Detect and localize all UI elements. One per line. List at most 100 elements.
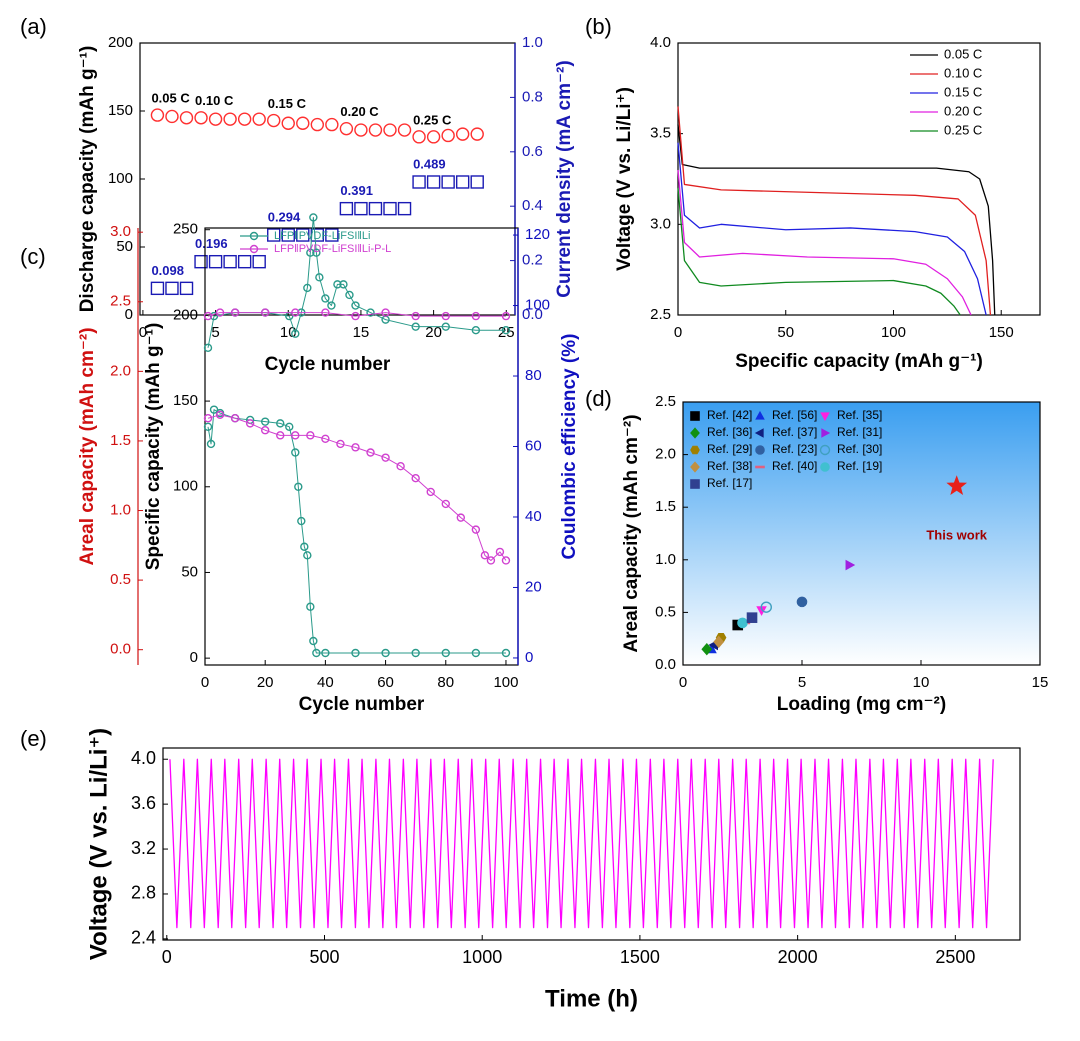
data-point [411, 474, 420, 483]
data-point [471, 326, 481, 335]
x-tick-label: 80 [437, 674, 454, 691]
highlight-point [946, 475, 968, 495]
data-point [310, 117, 325, 132]
data-point [396, 462, 405, 471]
data-point [441, 648, 450, 658]
data-point [237, 112, 252, 126]
data-point [411, 648, 420, 658]
data-point [223, 254, 237, 269]
data-point [215, 410, 225, 419]
legend-marker [249, 244, 259, 254]
data-point [339, 280, 348, 289]
data-point [309, 213, 318, 222]
data-point [291, 431, 300, 440]
legend-label: Ref. [38] [707, 459, 752, 473]
y2-tick-label: 0.6 [522, 143, 543, 160]
y2-tick-label: 0.2 [522, 252, 543, 269]
data-point [285, 422, 294, 431]
data-point [237, 254, 252, 269]
data-point [495, 547, 505, 557]
legend-label: 0.10 C [944, 65, 982, 80]
series-line [169, 758, 994, 929]
data-point [845, 559, 856, 571]
data-point [713, 635, 725, 649]
series-line [677, 106, 992, 316]
x-tick-label: 1000 [462, 947, 502, 967]
data-point [315, 273, 324, 282]
data-point [291, 329, 300, 338]
y-axis-title: Areal capacity (mAh cm⁻²) [621, 414, 642, 652]
x-axis-title: Cycle number [299, 694, 425, 715]
x-tick-label: 40 [317, 674, 334, 691]
data-point [441, 128, 455, 143]
y2-tick-label: 20 [525, 578, 542, 595]
data-point [303, 551, 312, 560]
data-point [252, 254, 266, 269]
y3-tick-label: 3.0 [110, 223, 131, 240]
data-point [383, 201, 397, 216]
data-point [230, 414, 240, 423]
data-point [206, 439, 216, 449]
y-tick-label: 2.4 [131, 928, 156, 948]
data-point [470, 175, 484, 189]
y3-tick-label: 1.0 [110, 501, 131, 518]
y3-tick-label: 2.0 [110, 362, 131, 379]
data-point [480, 551, 490, 560]
data-point [368, 201, 383, 216]
data-point [306, 248, 315, 257]
data-point [260, 426, 270, 435]
legend-marker [690, 427, 700, 439]
y2-tick-label: 60 [525, 437, 542, 454]
y-axis-title: Voltage (V vs. Li/Li⁺) [85, 728, 112, 960]
x-tick-label: 100 [493, 674, 518, 691]
y3-tick-label: 1.5 [110, 432, 131, 449]
data-point [760, 601, 772, 613]
x-tick-label: 20 [425, 324, 442, 341]
y-tick-label: 4.0 [650, 34, 671, 51]
legend-label: 0.15 C [944, 84, 982, 99]
data-point [345, 290, 354, 300]
panel-label: (e) [20, 726, 47, 751]
x-tick-label: 10 [280, 324, 297, 341]
legend-marker [755, 445, 765, 455]
data-point [321, 294, 330, 303]
data-point [701, 643, 713, 656]
legend-marker [755, 465, 765, 469]
data-point [411, 322, 420, 331]
data-point [209, 311, 219, 321]
data-point [354, 123, 368, 137]
panel-label: (d) [585, 386, 612, 411]
data-point [351, 443, 360, 452]
y-tick-label: 50 [116, 238, 133, 255]
data-point [203, 422, 213, 431]
data-point [209, 405, 219, 414]
y-axis-title: Discharge capacity (mAh g⁻¹) [77, 46, 98, 313]
data-point [397, 201, 412, 216]
data-point [381, 453, 390, 462]
legend-marker [690, 445, 700, 455]
data-point [351, 301, 360, 310]
legend-label: Ref. [23] [772, 442, 817, 456]
data-point [339, 201, 354, 216]
y3-axis-title: Areal capacity (mAh cm⁻²) [77, 327, 98, 565]
y2-tick-label: 0.4 [522, 197, 543, 214]
y-tick-label: 3.2 [131, 838, 156, 858]
x-tick-label: 50 [777, 324, 794, 341]
plot-frame [677, 42, 1041, 316]
data-point [368, 123, 383, 137]
y-axis-title: Specific capacity (mAh g⁻¹) [143, 323, 164, 571]
data-point [351, 311, 360, 321]
legend-label: LFP‖PVDF-LiFSI‖Li-P-L [274, 243, 391, 255]
y-tick-label: 0 [125, 306, 133, 323]
data-point [441, 175, 455, 189]
data-point [351, 648, 360, 658]
data-point [796, 596, 808, 608]
data-point [294, 482, 303, 491]
y-tick-label: 0.5 [655, 603, 676, 620]
legend-label: Ref. [37] [772, 425, 817, 439]
data-point [230, 308, 240, 317]
data-point [291, 308, 300, 317]
legend-label: Ref. [17] [707, 476, 752, 490]
